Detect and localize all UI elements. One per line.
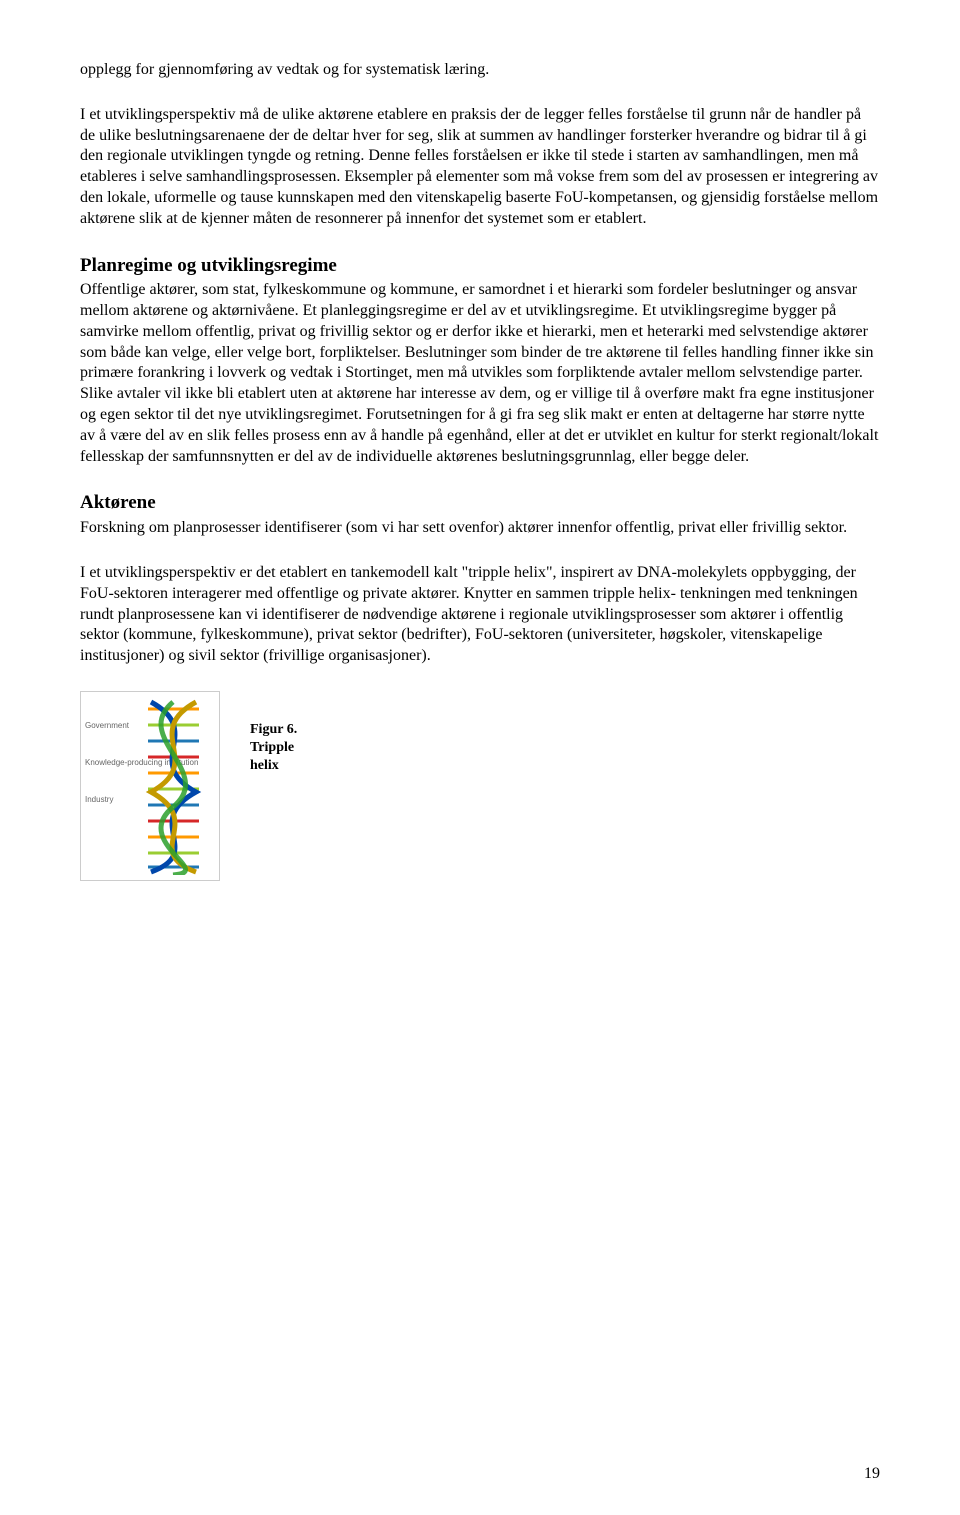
paragraph-planregime: Offentlige aktører, som stat, fylkeskomm… xyxy=(80,280,880,467)
paragraph-lead: opplegg for gjennomføring av vedtak og f… xyxy=(80,60,880,81)
paragraph-body: I et utviklingsperspektiv må de ulike ak… xyxy=(80,105,880,230)
figure-caption-line: Tripple xyxy=(250,739,297,757)
tripple-helix-image: Government Knowledge-producing instituti… xyxy=(80,691,220,881)
figure-caption: Figur 6. Tripple helix xyxy=(250,721,297,776)
paragraph-aktorene-1: Forskning om planprosesser identifiserer… xyxy=(80,518,880,539)
page-number: 19 xyxy=(864,1464,880,1485)
figure-tripple-helix: Government Knowledge-producing instituti… xyxy=(80,691,880,881)
figure-caption-line: Figur 6. xyxy=(250,721,297,739)
paragraph-aktorene-2: I et utviklingsperspektiv er det etabler… xyxy=(80,563,880,667)
heading-aktorene: Aktørene xyxy=(80,491,880,516)
heading-planregime: Planregime og utviklingsregime xyxy=(80,254,880,279)
figure-caption-line: helix xyxy=(250,757,297,775)
tripple-helix-icon xyxy=(136,697,211,875)
